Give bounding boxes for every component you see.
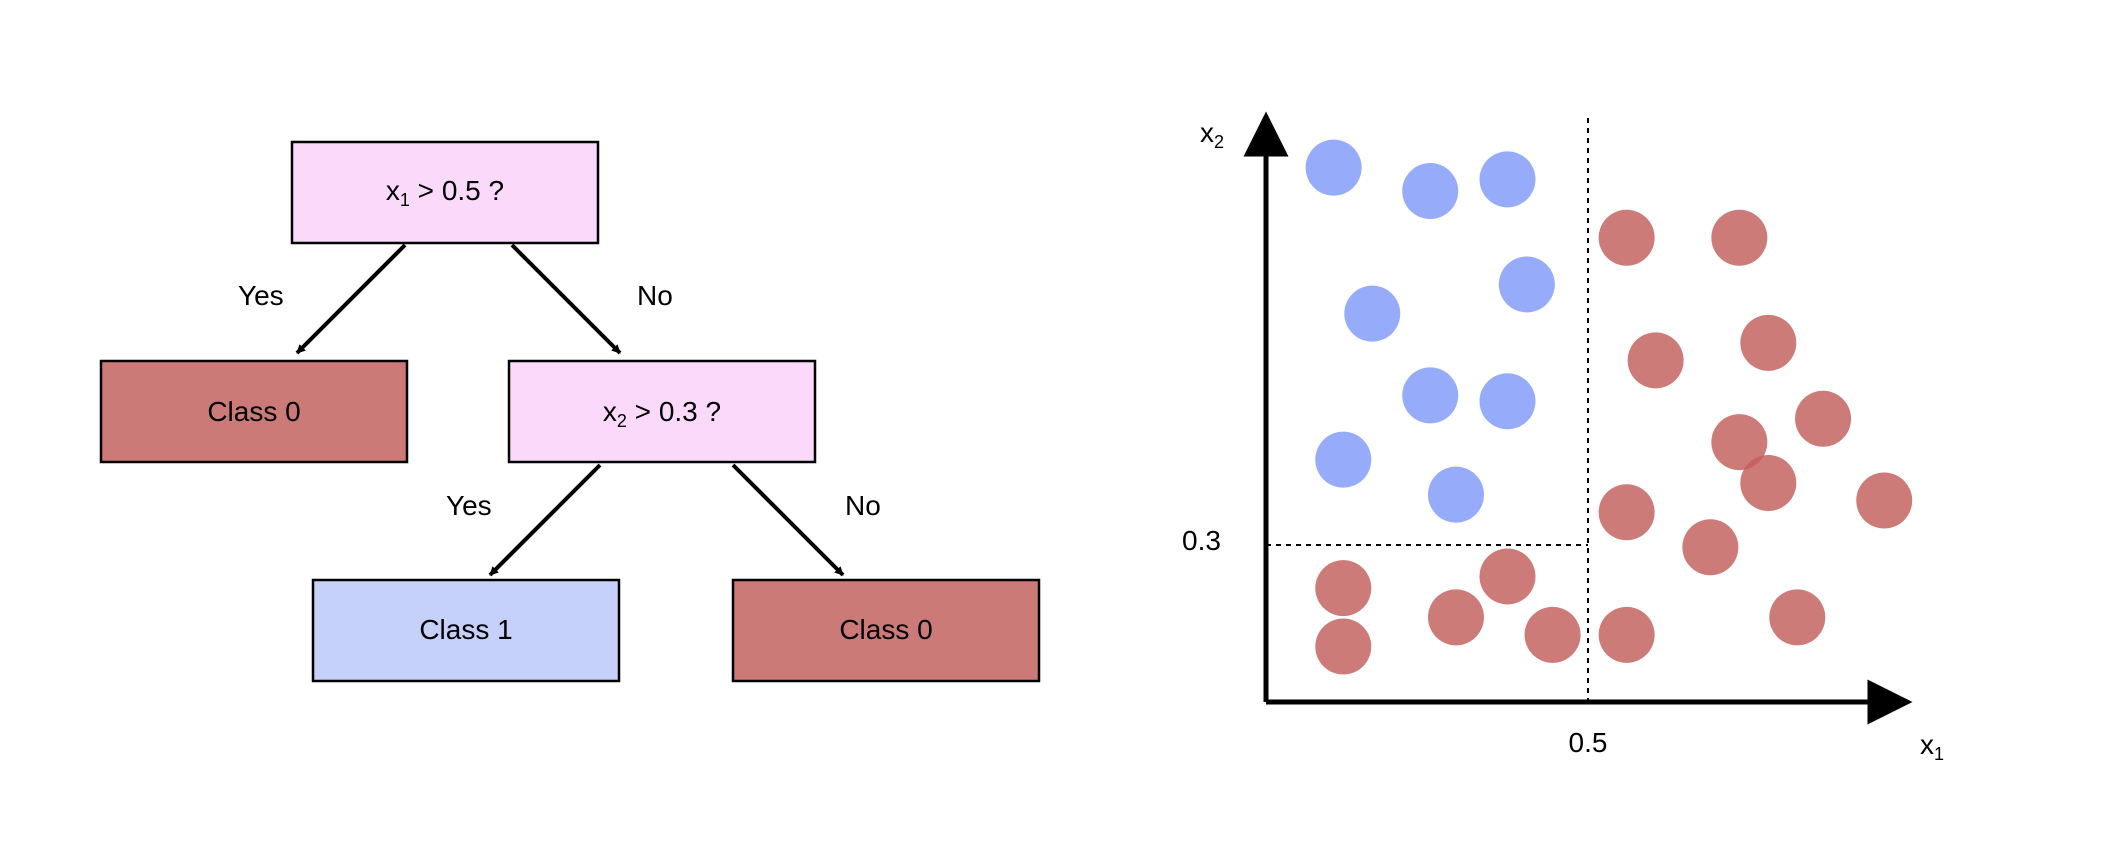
class0-point — [1627, 332, 1684, 389]
class0-point — [1598, 606, 1655, 663]
node-leaf-class1-label: Class 1 — [419, 614, 512, 645]
edge-inner-to-leaf-right — [731, 463, 845, 577]
edge-inner-to-class1 — [488, 463, 602, 577]
class0-point — [1598, 209, 1655, 266]
node-leaf-right-box — [731, 578, 1041, 683]
tree-edges — [295, 243, 845, 577]
class1-point — [1498, 256, 1555, 313]
node-leaf-right: Class 0 — [731, 578, 1041, 683]
node-root-label: x1 > 0.5 ? — [386, 175, 504, 210]
feature-space-plot: x2 x1 0.3 0.5 — [1182, 111, 1944, 764]
edge-label-no-1: No — [637, 280, 673, 311]
x-axis-label: x1 — [1920, 729, 1944, 764]
node-inner: x2 > 0.3 ? — [507, 359, 817, 464]
node-root-box — [290, 140, 600, 245]
edge-label-yes-1: Yes — [238, 280, 284, 311]
edge-label-yes-2: Yes — [446, 490, 492, 521]
class1-point — [1479, 151, 1536, 208]
class0-point — [1740, 314, 1797, 371]
class1-point — [1427, 466, 1484, 523]
edge-root-to-inner — [510, 243, 622, 355]
class0-point — [1598, 484, 1655, 541]
node-inner-label: x2 > 0.3 ? — [603, 396, 721, 431]
class1-point — [1315, 431, 1372, 488]
scatter-points — [1305, 139, 1913, 675]
class0-point — [1711, 209, 1768, 266]
class0-point — [1524, 606, 1581, 663]
class0-point — [1740, 455, 1797, 511]
class1-point — [1402, 163, 1459, 219]
class0-point — [1427, 589, 1484, 646]
class0-point — [1711, 414, 1768, 471]
node-leaf-right-label: Class 0 — [839, 614, 932, 645]
class1-point — [1344, 285, 1401, 342]
class1-point — [1402, 367, 1459, 424]
class1-point — [1305, 139, 1362, 196]
class0-point — [1479, 548, 1536, 605]
class0-point — [1795, 390, 1852, 447]
class0-point — [1769, 589, 1826, 646]
class0-point — [1682, 519, 1739, 576]
node-leaf-left-label: Class 0 — [207, 396, 300, 427]
class0-point — [1315, 618, 1372, 675]
edge-label-no-2: No — [845, 490, 881, 521]
decision-tree: Yes No Yes No x1 > 0.5 ? Class 0 x2 > 0.… — [99, 140, 1041, 683]
class1-point — [1479, 373, 1536, 430]
split-tick-x: 0.5 — [1569, 727, 1608, 758]
node-leaf-class1: Class 1 — [311, 578, 621, 683]
class0-point — [1856, 472, 1913, 529]
class0-point — [1315, 560, 1372, 617]
node-leaf-class1-box — [311, 578, 621, 683]
y-axis-label: x2 — [1200, 117, 1224, 152]
edge-root-to-leaf-left — [295, 243, 407, 355]
node-leaf-left: Class 0 — [99, 359, 409, 464]
node-inner-box — [507, 359, 817, 464]
node-leaf-left-box — [99, 359, 409, 464]
node-root: x1 > 0.5 ? — [290, 140, 600, 245]
split-tick-y: 0.3 — [1182, 525, 1221, 556]
